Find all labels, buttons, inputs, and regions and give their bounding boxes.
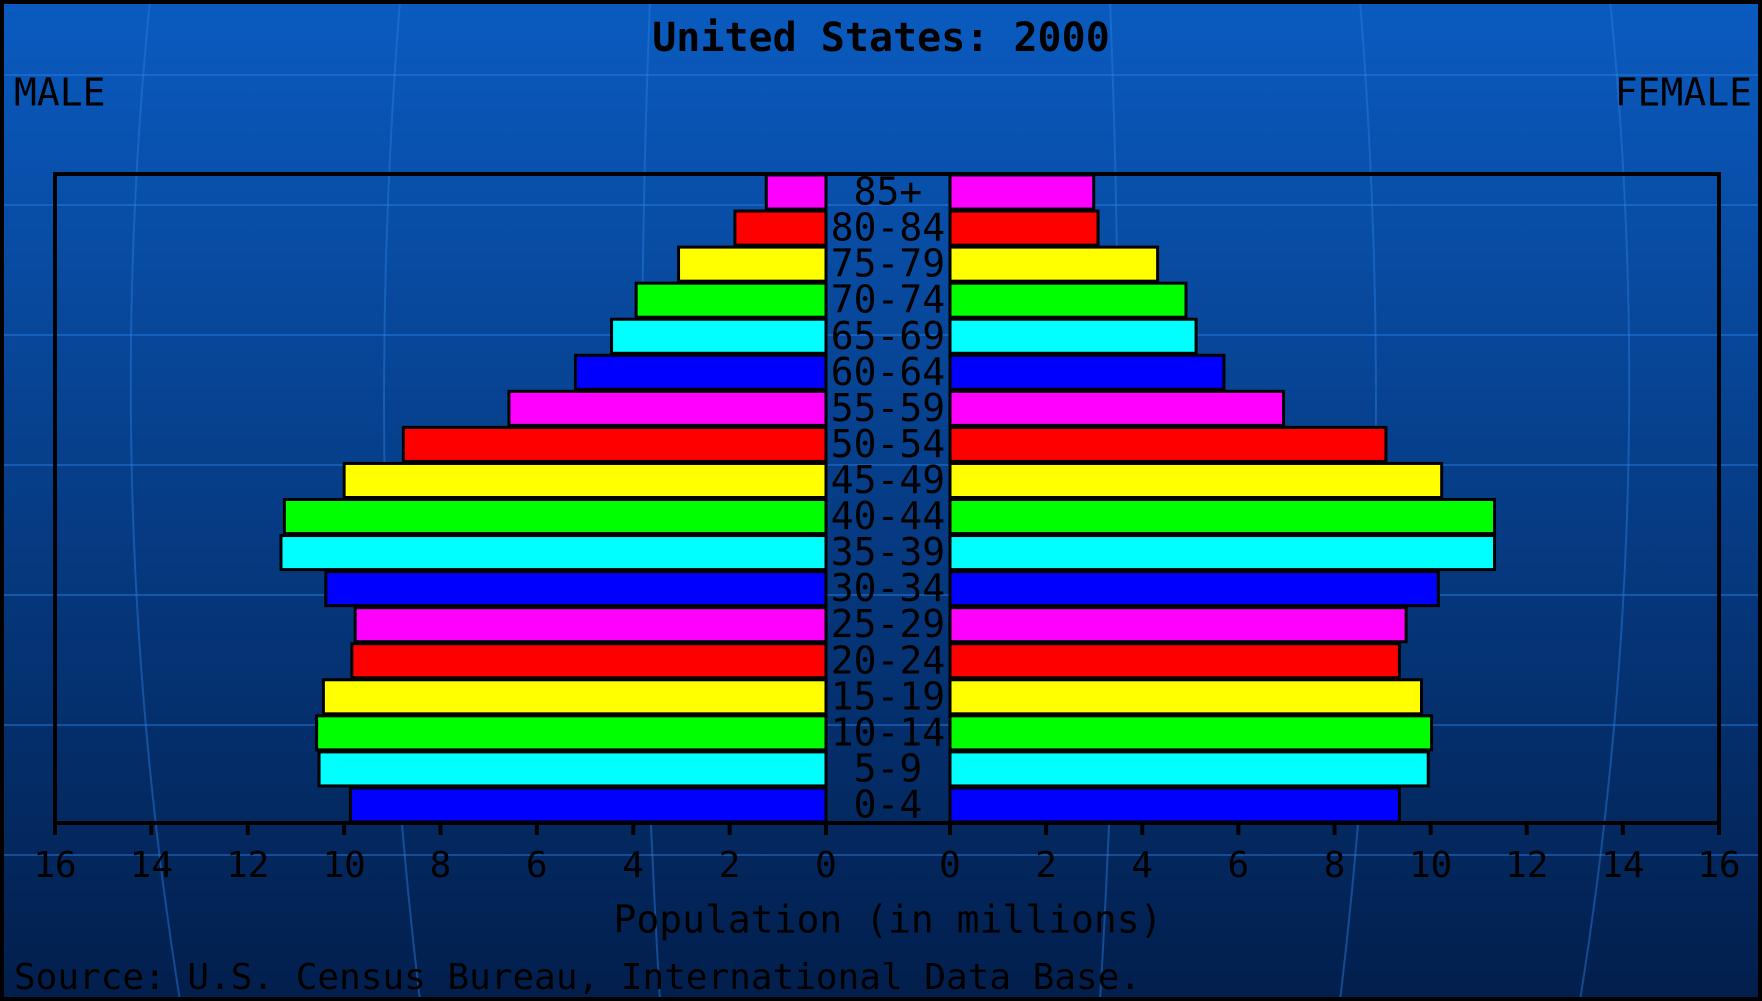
category-label: 0-4 bbox=[854, 782, 923, 826]
category-label: 15-19 bbox=[831, 674, 945, 718]
bar bbox=[948, 786, 1401, 824]
bar bbox=[948, 461, 1444, 500]
bar bbox=[948, 245, 1160, 283]
bar bbox=[573, 353, 828, 391]
bar bbox=[764, 173, 828, 211]
x-tick-label: 10 bbox=[1409, 845, 1452, 886]
bar bbox=[948, 353, 1226, 391]
bar bbox=[315, 714, 828, 752]
category-label: 50-54 bbox=[831, 422, 945, 466]
bar bbox=[948, 642, 1401, 680]
right-label: FEMALE bbox=[1615, 71, 1752, 115]
category-label: 30-34 bbox=[831, 566, 945, 610]
chart-title: United States: 2000 bbox=[652, 15, 1110, 61]
x-tick-label: 4 bbox=[1131, 845, 1153, 886]
category-label: 45-49 bbox=[831, 458, 945, 502]
category-label: 35-39 bbox=[831, 530, 945, 574]
bar bbox=[634, 281, 828, 319]
category-label: 40-44 bbox=[831, 494, 945, 538]
bar bbox=[948, 498, 1497, 536]
bar bbox=[948, 678, 1423, 716]
source: Source: U.S. Census Bureau, Internationa… bbox=[14, 957, 1141, 998]
bar bbox=[321, 678, 828, 716]
bar bbox=[353, 606, 828, 644]
category-label: 20-24 bbox=[831, 638, 945, 682]
x-tick-label: 0 bbox=[939, 845, 961, 886]
bar bbox=[948, 714, 1434, 752]
x-tick-label: 12 bbox=[1505, 845, 1548, 886]
category-label: 55-59 bbox=[831, 386, 945, 430]
category-label: 70-74 bbox=[831, 278, 945, 322]
x-tick-label: 6 bbox=[526, 845, 548, 886]
bar bbox=[948, 317, 1198, 355]
x-tick-label: 2 bbox=[1035, 845, 1057, 886]
bar bbox=[948, 173, 1096, 211]
bar bbox=[948, 425, 1388, 463]
x-axis-label: Population (in millions) bbox=[613, 898, 1162, 942]
bar bbox=[507, 389, 828, 427]
bar bbox=[282, 498, 828, 536]
category-label: 10-14 bbox=[831, 710, 945, 754]
bar bbox=[342, 461, 828, 500]
x-tick-label: 6 bbox=[1228, 845, 1250, 886]
bar bbox=[317, 750, 828, 788]
x-tick-label: 8 bbox=[430, 845, 452, 886]
x-tick-label: 10 bbox=[322, 845, 365, 886]
plot-frame bbox=[53, 172, 1721, 825]
x-tick-label: 4 bbox=[622, 845, 644, 886]
left-label: MALE bbox=[14, 71, 106, 115]
category-label: 85+ bbox=[854, 170, 923, 214]
category-label: 65-69 bbox=[831, 314, 945, 358]
bar bbox=[401, 425, 828, 463]
x-tick-label: 8 bbox=[1324, 845, 1346, 886]
x-tick-label: 14 bbox=[1601, 845, 1644, 886]
x-tick-label: 16 bbox=[1697, 845, 1740, 886]
bar bbox=[348, 786, 828, 824]
x-tick-label: 16 bbox=[33, 845, 76, 886]
x-tick-label: 2 bbox=[719, 845, 741, 886]
x-tick-label: 12 bbox=[226, 845, 269, 886]
category-label: 60-64 bbox=[831, 350, 945, 394]
category-label: 75-79 bbox=[831, 242, 945, 286]
bar bbox=[733, 209, 828, 247]
category-label: 25-29 bbox=[831, 602, 945, 646]
bar bbox=[948, 750, 1430, 788]
bar bbox=[279, 534, 828, 572]
category-label: 80-84 bbox=[831, 206, 945, 250]
bar bbox=[948, 606, 1408, 644]
bar bbox=[610, 317, 828, 355]
bar bbox=[324, 570, 828, 608]
bar bbox=[948, 534, 1497, 572]
bar bbox=[350, 642, 828, 680]
bar bbox=[948, 209, 1100, 247]
bar bbox=[948, 570, 1440, 608]
x-tick-label: 14 bbox=[130, 845, 173, 886]
bar bbox=[948, 389, 1286, 427]
category-label: 5-9 bbox=[854, 746, 923, 790]
x-tick-label: 0 bbox=[815, 845, 837, 886]
bar bbox=[948, 281, 1188, 319]
bar bbox=[677, 245, 828, 283]
